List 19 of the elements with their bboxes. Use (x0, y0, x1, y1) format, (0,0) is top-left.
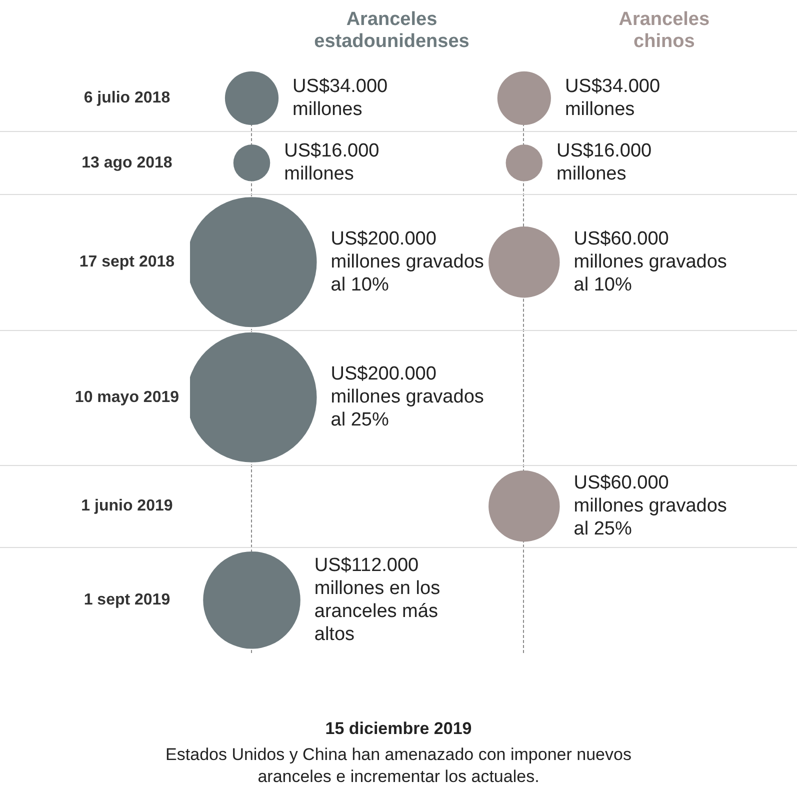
category-label: 17 sept 2018 (79, 254, 175, 271)
category-label: 6 julio 2018 (84, 90, 170, 107)
data-label: US$16.000 millones (284, 140, 380, 185)
data-label: US$60.000 millones gravados al 25% (574, 472, 727, 540)
category-label: 10 mayo 2019 (74, 388, 180, 406)
text: Estados Unidos y China han amenazado con imponer nuevos aranceles e incrementar los actuales. (164, 744, 632, 788)
category-label: 13 ago 2018 (82, 154, 172, 172)
text: 15 diciembre 2019 (324, 718, 473, 740)
data-label: US$60.000 millones gravados al 10% (574, 228, 727, 296)
legend-label: Aranceles chinos (618, 9, 710, 52)
data-label: US$200.000 millones gravados al 25% (330, 364, 484, 431)
data-label: US$112.000 millones en los aranceles más altos (314, 554, 440, 645)
data-label: US$34.000 millones (292, 76, 388, 120)
category-label: 1 junio 2019 (81, 498, 173, 515)
data-label: US$34.000 millones (564, 76, 660, 120)
data-label: US$16.000 millones (556, 140, 652, 185)
data-label: US$200.000 millones gravados al 10% (330, 228, 484, 296)
legend-label: Aranceles estadounidenses (314, 9, 470, 52)
category-label: 1 sept 2019 (84, 592, 170, 609)
